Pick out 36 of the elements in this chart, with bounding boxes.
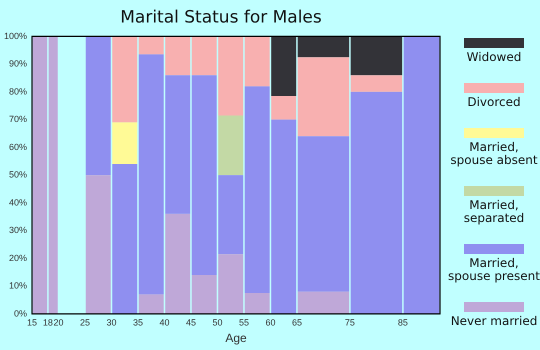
legend-label: Widowed [466, 50, 522, 64]
x-tick-label: 75 [344, 318, 355, 328]
x-tick-label: 65 [292, 318, 302, 328]
chart-title: Marital Status for Males [120, 8, 322, 28]
y-tick-label: 70% [9, 114, 28, 124]
y-tick-label: 90% [9, 58, 28, 69]
x-tick-label: 85 [398, 318, 408, 328]
bar [112, 122, 138, 164]
legend-label: Married, separated [464, 198, 524, 225]
y-tick-label: 20% [9, 252, 28, 263]
x-tick-label: 15 [27, 318, 38, 328]
y-tick-label: 100% [4, 30, 28, 41]
y-tick-label: 10% [9, 280, 28, 291]
bar [218, 115, 244, 176]
legend-label: Never married [450, 314, 538, 328]
legend-label: Divorced [467, 95, 521, 109]
y-tick-label: 30% [9, 225, 28, 236]
x-tick-label: 45 [186, 318, 196, 328]
y-tick-label: 0% [14, 308, 28, 318]
x-tick-label: 18 [42, 318, 53, 328]
x-axis-title: Age [225, 331, 248, 346]
legend-label: Married, spouse present [448, 256, 540, 283]
y-tick-label: 60% [9, 142, 28, 152]
legend-label: Married, spouse absent [450, 140, 538, 167]
x-tick-label: 30 [106, 318, 117, 328]
bar [86, 175, 111, 314]
x-tick-label: 40 [159, 318, 170, 328]
x-tick-label: 25 [80, 318, 90, 328]
y-tick-label: 40% [9, 197, 28, 208]
x-tick-label: 20 [54, 318, 64, 328]
x-tick-label: 35 [132, 318, 143, 328]
y-tick-label: 80% [9, 86, 28, 96]
x-tick-label: 50 [212, 318, 222, 328]
x-tick-label: 60 [265, 318, 276, 328]
y-tick-label: 50% [9, 170, 28, 180]
x-tick-label: 55 [238, 318, 249, 328]
